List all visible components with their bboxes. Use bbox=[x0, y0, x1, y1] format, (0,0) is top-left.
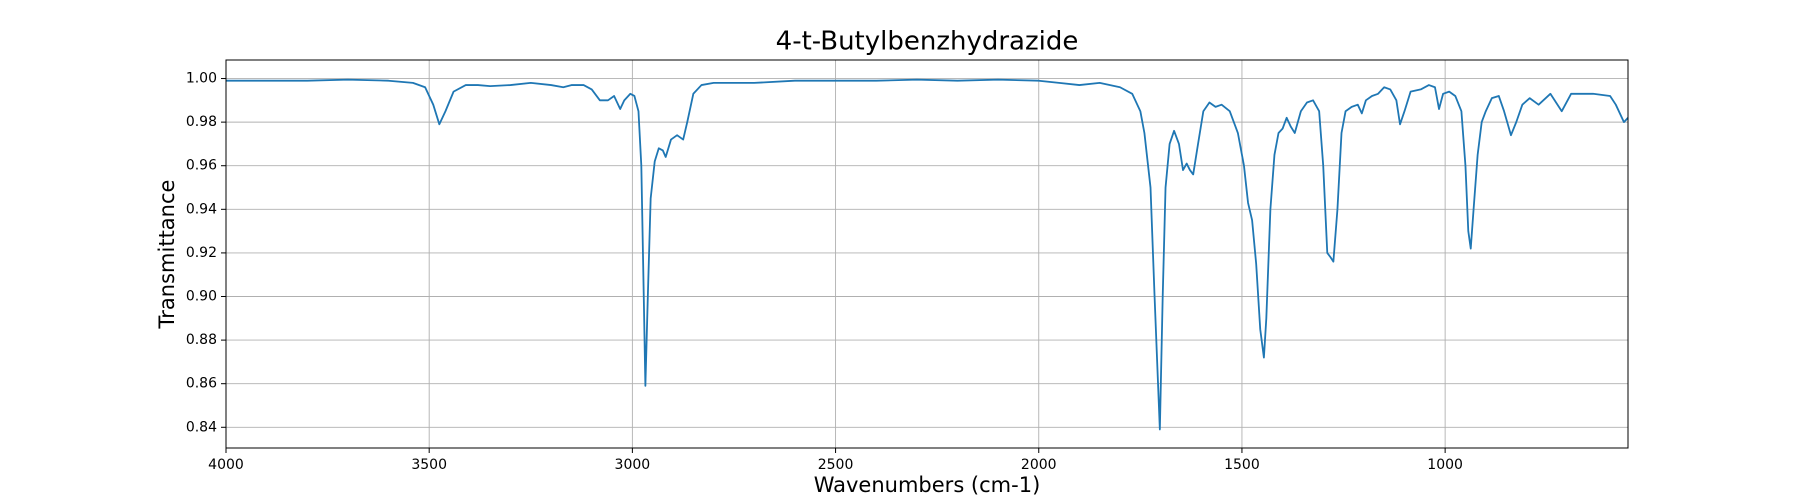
x-tick-label: 2500 bbox=[818, 457, 854, 473]
x-tick-label: 1500 bbox=[1224, 457, 1260, 473]
spectrum-line bbox=[226, 78, 1629, 431]
x-axis-label: Wavenumbers (cm-1) bbox=[814, 473, 1041, 497]
y-tick-label: 1.00 bbox=[186, 71, 217, 87]
x-tick-label: 2000 bbox=[1021, 457, 1057, 473]
y-axis-label: Transmittance bbox=[155, 180, 179, 330]
y-tick-label: 0.86 bbox=[186, 376, 217, 392]
x-tick-label: 1000 bbox=[1427, 457, 1463, 473]
y-tick-label: 0.96 bbox=[186, 158, 217, 174]
chart-title: 4-t-Butylbenzhydrazide bbox=[776, 27, 1079, 57]
y-tick-label: 0.98 bbox=[186, 114, 217, 130]
y-tick-label: 0.94 bbox=[186, 201, 217, 217]
plot-frame bbox=[225, 59, 1629, 449]
y-tick-label: 0.92 bbox=[186, 245, 217, 261]
y-tick-label: 0.84 bbox=[186, 419, 217, 435]
x-tick-label: 3000 bbox=[615, 457, 651, 473]
y-tick-label: 0.90 bbox=[186, 289, 217, 305]
x-tick-label: 4000 bbox=[208, 457, 244, 473]
y-tick-label: 0.88 bbox=[186, 332, 217, 348]
x-tick-label: 3500 bbox=[411, 457, 447, 473]
